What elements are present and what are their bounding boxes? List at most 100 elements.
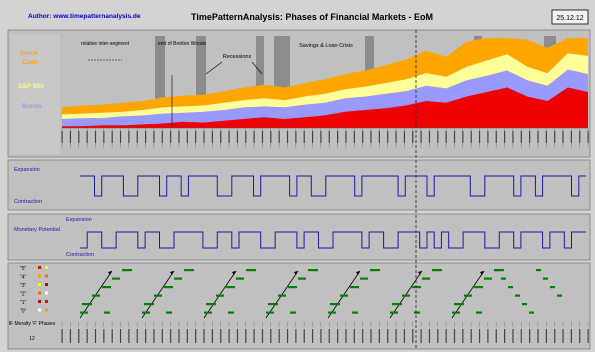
phase-x-tick-label [412, 329, 414, 343]
phase-x-tick-label [170, 329, 172, 343]
phase-x-tick-label [462, 329, 464, 343]
phase-x-tick-label [437, 329, 439, 343]
phase-segment [92, 294, 100, 297]
phase-x-tick-label [453, 329, 456, 343]
x-tick-label [387, 131, 389, 143]
phase-segment [184, 269, 194, 272]
phase-row-marker [38, 266, 41, 269]
phase-row-marker [45, 283, 48, 286]
phase-panel [7, 262, 591, 350]
phase-x-tick-label [378, 329, 380, 343]
phase-segment [246, 269, 256, 272]
phase-segment [402, 294, 410, 297]
phase-segment [82, 303, 92, 306]
phase-segment [360, 277, 368, 280]
phase-segment [543, 277, 548, 280]
phase-x-tick-label [478, 329, 481, 343]
phase-row-label: "2" [20, 292, 27, 298]
phase-row-marker [38, 283, 41, 286]
phase-x-tick-label [470, 329, 472, 343]
x-tick-label [462, 131, 464, 143]
phase-row-labels: "5" "4" "3" "2" "1" "0" [20, 266, 48, 315]
allocation-annotations: relative inter-segment end of Bretton Wo… [81, 41, 353, 125]
phase-x-tick-label [512, 329, 514, 343]
x-tick-label [311, 131, 314, 143]
x-tick-label [445, 131, 447, 143]
phase-row-marker [45, 308, 48, 312]
phase-x-tick-label [128, 329, 130, 343]
phase-arrow-head [108, 271, 112, 275]
cycle-plot [80, 175, 586, 197]
allocation-label-box [10, 34, 60, 154]
phase-x-tick-label [236, 329, 239, 343]
phase-segment [298, 277, 306, 280]
x-tick-label [245, 131, 247, 143]
x-tick-label [378, 131, 380, 143]
x-tick-label [353, 131, 355, 143]
phase-x-tick-label [529, 329, 531, 343]
phase-x-tick-label [69, 329, 72, 343]
monetary-contraction-label: Contraction [66, 252, 94, 258]
phase-row-marker [38, 300, 41, 303]
phase-segment [112, 277, 120, 280]
phase-row-label: "3" [20, 283, 27, 289]
cycle-contraction-label: Contraction [14, 199, 42, 205]
phase-segment [330, 303, 340, 306]
phase-plot [79, 269, 562, 319]
phase-segment [80, 311, 88, 314]
x-tick-label [161, 131, 163, 143]
recession-shade [196, 36, 206, 128]
recession-shade [155, 36, 165, 128]
phase-x-tick-label [103, 329, 105, 343]
x-tick-label [86, 131, 88, 143]
annotation-savings-loan: Savings & Loan Crisis [299, 43, 353, 49]
annotation-recessions-arrow-right [251, 61, 263, 75]
phase-x-tick-label [395, 329, 397, 343]
x-tick-label [428, 131, 431, 143]
phase-segment [144, 303, 154, 306]
phase-arrow-head [418, 271, 422, 275]
date-label: 25.12.12 [556, 15, 583, 22]
phase-x-tick-label [94, 329, 97, 343]
phase-x-tick-label [136, 329, 138, 343]
phase-row-marker [45, 266, 48, 269]
x-tick-label [144, 131, 147, 143]
phase-segment [290, 311, 296, 314]
phase-segment [557, 294, 562, 297]
x-tick-label [103, 131, 105, 143]
phase-segment [390, 311, 398, 314]
phase-x-tick-label [420, 329, 422, 343]
x-tick-label [303, 131, 305, 143]
phase-left-label: IF Moralty 'F' Phases [9, 321, 56, 327]
phase-x-tick-label [111, 329, 113, 343]
phase-segment [422, 277, 430, 280]
phase-x-tick-label [295, 329, 297, 343]
phase-arrow-head [232, 271, 236, 275]
phase-segment [454, 303, 464, 306]
phase-x-tick-label [520, 329, 522, 343]
phase-x-tick-label [562, 329, 564, 343]
phase-x-tick-label [387, 329, 389, 343]
monetary-left-label: Monetary Potential [14, 227, 60, 233]
phase-x-tick-label [545, 329, 547, 343]
phase-x-tick-label [228, 329, 230, 343]
x-tick-label [261, 131, 264, 143]
phase-count-label: 12 [29, 336, 35, 342]
x-tick-label [478, 131, 481, 143]
x-tick-label [111, 131, 113, 143]
phase-x-tick-label [278, 329, 280, 343]
annotation-bretton: end of Bretton Woods [158, 41, 207, 47]
phase-x-tick-label [119, 329, 122, 343]
phase-x-tick-label [495, 329, 497, 343]
phase-x-tick-label [303, 329, 305, 343]
x-tick-label [170, 131, 172, 143]
phase-x-tick-label [445, 329, 447, 343]
author-credit[interactable]: Author: www.timepatternanalysis.de [28, 13, 141, 20]
x-tick-label [236, 131, 239, 143]
x-tick-label [420, 131, 422, 143]
phase-segment [142, 311, 150, 314]
phase-segment [122, 269, 132, 272]
phase-x-tick-label [261, 329, 264, 343]
x-tick-label [328, 131, 330, 143]
